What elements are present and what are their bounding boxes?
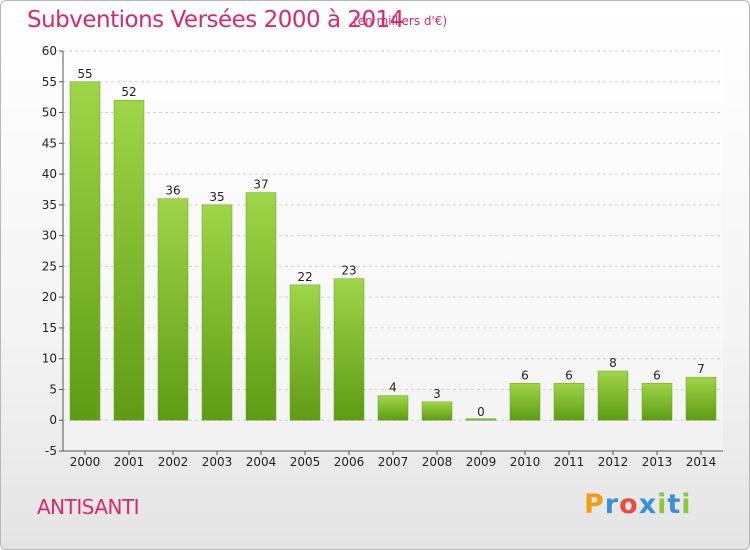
y-tick-label: 15 bbox=[42, 321, 57, 335]
data-label-2007: 4 bbox=[389, 381, 397, 395]
y-tick-label: 40 bbox=[42, 167, 57, 181]
x-tick-label-2011: 2011 bbox=[554, 455, 585, 469]
bar-2014 bbox=[685, 376, 717, 421]
x-tick-label-2003: 2003 bbox=[202, 455, 233, 469]
logo-letter: t bbox=[667, 489, 682, 520]
logo-letter: i bbox=[681, 489, 692, 520]
x-tick-label-2004: 2004 bbox=[246, 455, 277, 469]
data-label-2002: 36 bbox=[165, 184, 180, 198]
logo-letter: r bbox=[604, 489, 620, 520]
bar-2002 bbox=[157, 198, 189, 421]
data-label-2005: 22 bbox=[297, 270, 312, 284]
x-tick-label-2010: 2010 bbox=[510, 455, 541, 469]
y-tick-label: 10 bbox=[42, 352, 57, 366]
x-tick-label-2006: 2006 bbox=[334, 455, 365, 469]
data-label-2012: 8 bbox=[609, 356, 617, 370]
bar-2006 bbox=[333, 278, 365, 421]
x-tick-label-2005: 2005 bbox=[290, 455, 321, 469]
bar-2001 bbox=[113, 99, 145, 421]
x-tick-label-2007: 2007 bbox=[378, 455, 409, 469]
y-tick-label: 25 bbox=[42, 259, 57, 273]
y-tick-label: 35 bbox=[42, 198, 57, 212]
bar-2010 bbox=[509, 383, 541, 421]
x-tick-label-2001: 2001 bbox=[114, 455, 145, 469]
logo-letter: x bbox=[638, 489, 658, 520]
logo-letter: P bbox=[584, 489, 605, 520]
bar-2011 bbox=[553, 383, 585, 421]
y-tick-label: -5 bbox=[45, 444, 57, 458]
data-label-2011: 6 bbox=[565, 368, 573, 382]
data-label-2000: 55 bbox=[77, 67, 92, 81]
x-tick-label-2002: 2002 bbox=[158, 455, 189, 469]
bar-2004 bbox=[245, 192, 277, 421]
place-name: ANTISANTI bbox=[37, 495, 140, 519]
x-tick-label-2009: 2009 bbox=[466, 455, 497, 469]
x-tick-label-2012: 2012 bbox=[598, 455, 629, 469]
chart-title: Subventions Versées 2000 à 2014 bbox=[27, 7, 404, 33]
data-label-2008: 3 bbox=[433, 387, 441, 401]
chart-subtitle: (en milliers d'€) bbox=[353, 14, 448, 28]
y-tick-label: 60 bbox=[42, 44, 57, 58]
bar-2012 bbox=[597, 370, 629, 421]
data-label-2003: 35 bbox=[209, 190, 224, 204]
data-label-2006: 23 bbox=[341, 264, 356, 278]
y-tick-label: 30 bbox=[42, 229, 57, 243]
bar-2000 bbox=[69, 81, 101, 421]
x-tick-label-2014: 2014 bbox=[686, 455, 717, 469]
logo-letter: i bbox=[657, 489, 668, 520]
y-tick-label: 0 bbox=[49, 413, 57, 427]
bar-2005 bbox=[289, 284, 321, 421]
data-label-2004: 37 bbox=[253, 178, 268, 192]
bar-2013 bbox=[641, 383, 673, 421]
bar-2008 bbox=[421, 401, 453, 421]
proxiti-logo[interactable]: Proxiti bbox=[584, 489, 692, 520]
logo-letter: o bbox=[619, 489, 639, 520]
data-label-2009: 0 bbox=[477, 405, 485, 419]
x-tick-label-2000: 2000 bbox=[70, 455, 101, 469]
y-tick-label: 55 bbox=[42, 75, 57, 89]
x-tick-label-2013: 2013 bbox=[642, 455, 673, 469]
y-tick-label: 45 bbox=[42, 136, 57, 150]
y-tick-label: 5 bbox=[49, 382, 57, 396]
data-label-2001: 52 bbox=[121, 85, 136, 99]
data-label-2010: 6 bbox=[521, 368, 529, 382]
x-tick-label-2008: 2008 bbox=[422, 455, 453, 469]
bar-2009 bbox=[465, 418, 497, 421]
data-label-2013: 6 bbox=[653, 368, 661, 382]
bar-2003 bbox=[201, 204, 233, 421]
y-tick-label: 50 bbox=[42, 106, 57, 120]
data-label-2014: 7 bbox=[697, 362, 705, 376]
y-tick-label: 20 bbox=[42, 290, 57, 304]
bar-2007 bbox=[377, 395, 409, 421]
